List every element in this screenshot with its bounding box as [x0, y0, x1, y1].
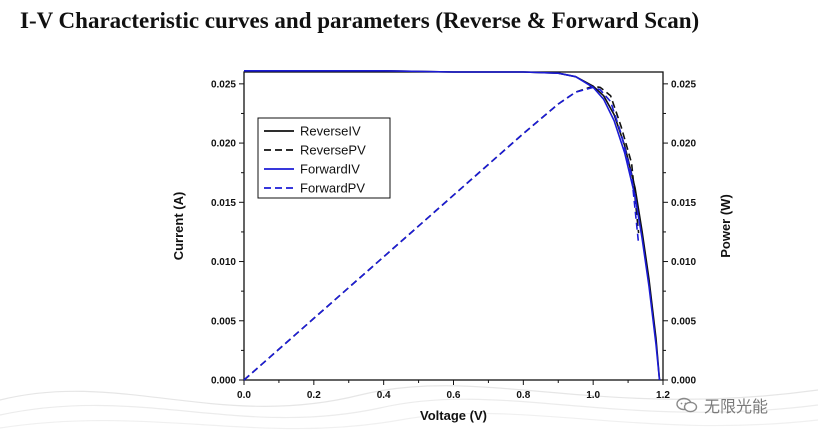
series-group	[243, 70, 661, 381]
page-title: I-V Characteristic curves and parameters…	[20, 8, 700, 33]
y2-tick-label: 0.000	[671, 376, 696, 387]
series-line-reversepv	[243, 85, 640, 381]
y-tick-label: 0.025	[211, 79, 236, 90]
x-tick-label: 0.6	[447, 390, 461, 401]
y2-tick-label: 0.015	[671, 198, 696, 209]
series-line-reverseiv	[244, 70, 661, 381]
watermark: 无限光能	[676, 393, 768, 417]
y-tick-label: 0.010	[211, 257, 236, 268]
x-tick-label: 0.8	[516, 390, 530, 401]
legend: ReverseIV ReversePV ForwardIV ForwardPV	[257, 117, 391, 199]
axes: 0.0 0.2 0.4 0.6 0.8 1.0 1.20.0000.0050.0100.01…	[171, 71, 733, 423]
x-axis-title: Voltage (V)	[420, 408, 487, 423]
y2-tick-label: 0.005	[671, 316, 696, 327]
legend-label: ReverseIV	[300, 124, 361, 139]
y-tick-label: 0.020	[211, 139, 236, 150]
background-wave-pattern	[0, 385, 818, 430]
x-tick-label: 1.0	[586, 390, 600, 401]
y-tick-label: 0.005	[211, 316, 236, 327]
y2-tick-label: 0.010	[671, 257, 696, 268]
legend-label: ReversePV	[300, 143, 366, 158]
y-tick-label: 0.015	[211, 198, 236, 209]
x-tick-label: 1.2	[656, 390, 670, 401]
legend-label: ForwardIV	[300, 162, 360, 177]
watermark-text: 无限光能	[704, 399, 769, 416]
x-tick-label: 0.2	[307, 390, 321, 401]
legend-label: ForwardPV	[300, 181, 365, 196]
series-line-forwardiv	[244, 70, 661, 381]
y-tick-label: 0.000	[211, 376, 236, 387]
x-tick-label: 0.4	[377, 390, 391, 401]
y2-tick-label: 0.025	[671, 79, 696, 90]
y2-tick-label: 0.020	[671, 139, 696, 150]
y-axis-title: Current (A)	[171, 192, 186, 261]
chat-bubbles-icon	[676, 397, 698, 413]
y2-axis-title: Power (W)	[718, 194, 733, 258]
x-tick-label: 0.0	[237, 390, 251, 401]
